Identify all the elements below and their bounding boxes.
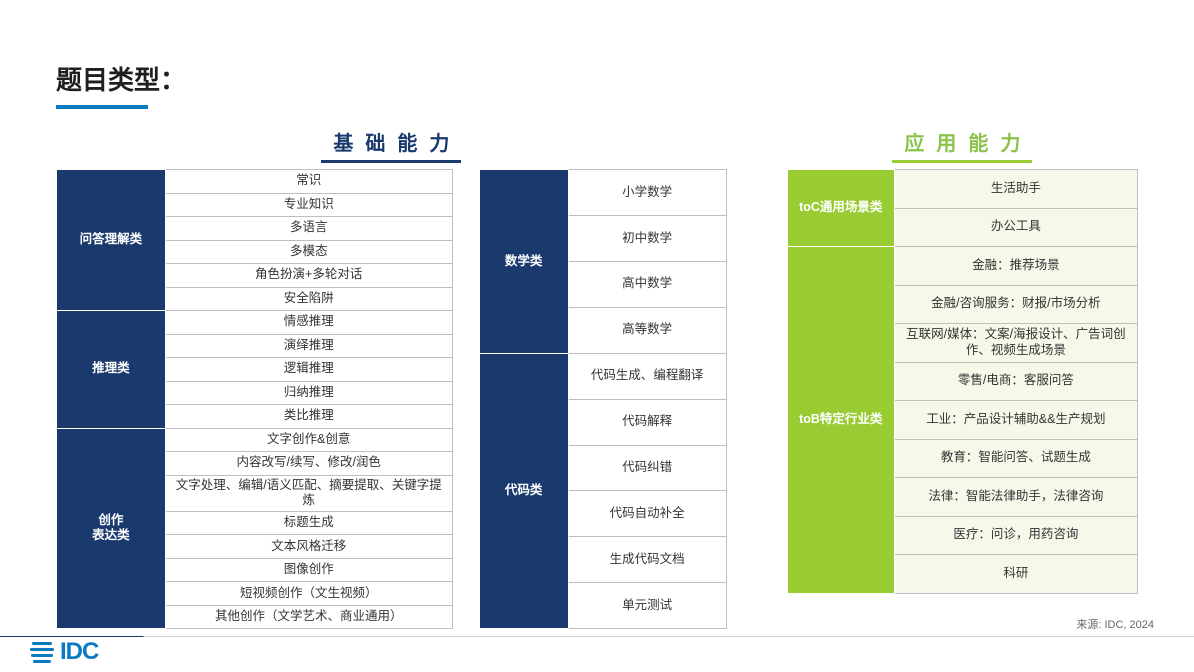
category-header: 数学类 xyxy=(479,170,568,354)
category-item: 金融/咨询服务：财报/市场分析 xyxy=(894,285,1137,324)
category-item: 工业：产品设计辅助&&生产规划 xyxy=(894,401,1137,440)
category-item: 高等数学 xyxy=(568,307,726,353)
category-item: 生成代码文档 xyxy=(568,537,726,583)
category-item: 短视频创作（文生视频） xyxy=(165,582,452,606)
category-item: 内容改写/续写、修改/润色 xyxy=(165,452,452,476)
app-table: toC通用场景类生活助手办公工具toB特定行业类金融：推荐场景金融/咨询服务：财… xyxy=(787,169,1138,594)
basic-right-table: 数学类小学数学初中数学高中数学高等数学代码类代码生成、编程翻译代码解释代码纠错代… xyxy=(479,169,727,629)
category-header: 创作表达类 xyxy=(57,428,166,629)
app-section-header: 应用能力 xyxy=(892,127,1032,163)
title-block: 题目类型： xyxy=(56,60,1138,109)
title-underline xyxy=(56,105,148,109)
slide: 题目类型： 基础能力 问答理解类常识专业知识多语言多模态角色扮演+多轮对话安全陷… xyxy=(0,0,1194,672)
category-item: 生活助手 xyxy=(894,170,1137,209)
category-item: 其他创作（文学艺术、商业通用） xyxy=(165,605,452,629)
category-item: 高中数学 xyxy=(568,261,726,307)
category-item: 初中数学 xyxy=(568,215,726,261)
category-item: 零售/电商：客服问答 xyxy=(894,362,1137,401)
category-item: 办公工具 xyxy=(894,208,1137,247)
category-item: 逻辑推理 xyxy=(165,358,452,382)
category-header: 问答理解类 xyxy=(57,170,166,311)
category-item: 互联网/媒体：文案/海报设计、广告词创作、视频生成场景 xyxy=(894,324,1137,363)
category-header: toC通用场景类 xyxy=(787,170,894,247)
category-item: 标题生成 xyxy=(165,511,452,535)
category-item: 代码纠错 xyxy=(568,445,726,491)
category-item: 多模态 xyxy=(165,240,452,264)
category-item: 法律：智能法律助手，法律咨询 xyxy=(894,478,1137,517)
category-item: 文字处理、编辑/语义匹配、摘要提取、关键字提炼 xyxy=(165,475,452,511)
category-header: toB特定行业类 xyxy=(787,247,894,594)
category-item: 代码生成、编程翻译 xyxy=(568,353,726,399)
category-item: 演绎推理 xyxy=(165,334,452,358)
category-item: 多语言 xyxy=(165,217,452,241)
category-item: 代码解释 xyxy=(568,399,726,445)
category-item: 单元测试 xyxy=(568,583,726,629)
category-item: 常识 xyxy=(165,170,452,194)
category-item: 角色扮演+多轮对话 xyxy=(165,264,452,288)
category-item: 归纳推理 xyxy=(165,381,452,405)
footer: IDC xyxy=(0,636,1194,672)
content-row: 基础能力 问答理解类常识专业知识多语言多模态角色扮演+多轮对话安全陷阱推理类情感… xyxy=(56,127,1138,629)
footer-line xyxy=(0,636,1194,637)
category-item: 专业知识 xyxy=(165,193,452,217)
category-item: 医疗：问诊，用药咨询 xyxy=(894,516,1137,555)
category-header: 推理类 xyxy=(57,311,166,429)
application-capability-column: 应用能力 toC通用场景类生活助手办公工具toB特定行业类金融：推荐场景金融/咨… xyxy=(787,127,1138,594)
category-item: 类比推理 xyxy=(165,405,452,429)
category-item: 金融：推荐场景 xyxy=(894,247,1137,286)
category-item: 教育：智能问答、试题生成 xyxy=(894,439,1137,478)
category-item: 情感推理 xyxy=(165,311,452,335)
logo-text: IDC xyxy=(60,638,98,666)
category-item: 安全陷阱 xyxy=(165,287,452,311)
category-item: 文字创作&创意 xyxy=(165,428,452,452)
source-note: 来源: IDC, 2024 xyxy=(1076,616,1154,632)
basic-section-header: 基础能力 xyxy=(321,127,461,163)
category-item: 文本风格迁移 xyxy=(165,535,452,559)
logo-stripes-icon xyxy=(30,642,54,663)
category-item: 科研 xyxy=(894,555,1137,594)
category-item: 图像创作 xyxy=(165,558,452,582)
category-item: 小学数学 xyxy=(568,170,726,216)
category-header: 代码类 xyxy=(479,353,568,629)
basic-capability-column: 基础能力 问答理解类常识专业知识多语言多模态角色扮演+多轮对话安全陷阱推理类情感… xyxy=(56,127,727,629)
basic-left-table: 问答理解类常识专业知识多语言多模态角色扮演+多轮对话安全陷阱推理类情感推理演绎推… xyxy=(56,169,453,629)
page-title: 题目类型： xyxy=(56,60,186,103)
basic-tables-row: 问答理解类常识专业知识多语言多模态角色扮演+多轮对话安全陷阱推理类情感推理演绎推… xyxy=(56,169,727,629)
category-item: 代码自动补全 xyxy=(568,491,726,537)
idc-logo: IDC xyxy=(30,638,98,666)
app-tables-row: toC通用场景类生活助手办公工具toB特定行业类金融：推荐场景金融/咨询服务：财… xyxy=(787,169,1138,594)
